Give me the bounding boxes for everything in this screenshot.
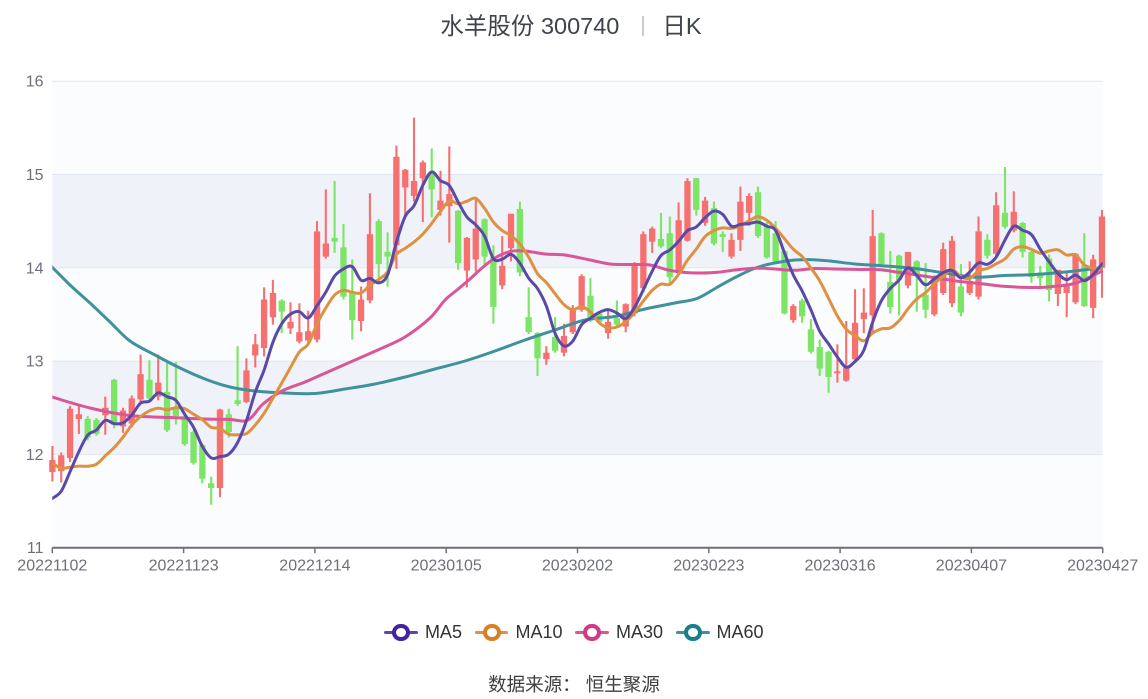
svg-text:11: 11 [27, 540, 44, 557]
svg-text:20221123: 20221123 [149, 558, 219, 575]
svg-text:20230202: 20230202 [542, 558, 613, 575]
svg-text:20230316: 20230316 [805, 558, 876, 575]
svg-text:16: 16 [26, 74, 44, 91]
svg-text:15: 15 [26, 167, 44, 184]
svg-text:13: 13 [26, 354, 44, 371]
svg-text:14: 14 [26, 260, 44, 277]
svg-text:20230223: 20230223 [673, 558, 744, 575]
svg-text:12: 12 [26, 447, 44, 464]
svg-text:20230427: 20230427 [1067, 558, 1138, 575]
svg-text:20230407: 20230407 [936, 558, 1007, 575]
svg-text:20230105: 20230105 [411, 558, 482, 575]
svg-text:20221102: 20221102 [17, 558, 87, 575]
svg-text:20221214: 20221214 [279, 558, 350, 575]
